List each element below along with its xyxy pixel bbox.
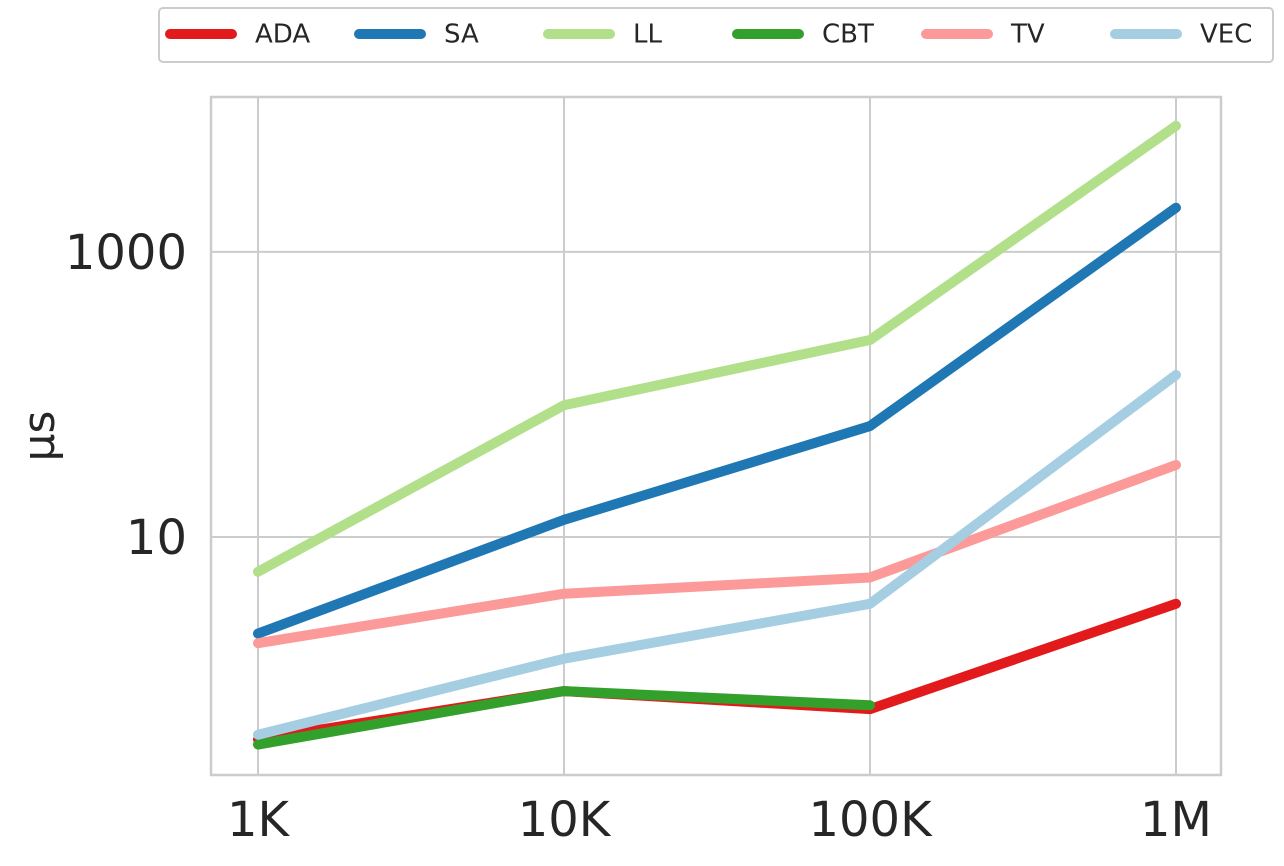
plot-frame bbox=[209, 95, 1223, 777]
line-series bbox=[253, 686, 875, 750]
legend-label: SA bbox=[444, 20, 479, 50]
y-tick-label: 10 bbox=[126, 510, 187, 566]
x-tick-label: 1K bbox=[227, 792, 291, 848]
legend-label: VEC bbox=[1200, 20, 1252, 50]
line-series bbox=[253, 202, 1181, 639]
line-series bbox=[253, 369, 1181, 740]
line-series bbox=[253, 120, 1181, 577]
x-tick-label: 100K bbox=[808, 792, 933, 848]
line-series bbox=[253, 459, 1181, 649]
legend-label: TV bbox=[1010, 20, 1045, 50]
y-tick-label: 1000 bbox=[65, 225, 187, 281]
legend-label: LL bbox=[633, 20, 662, 50]
y-axis-label: μs bbox=[14, 411, 65, 462]
x-tick-label: 10K bbox=[518, 792, 612, 848]
legend-box bbox=[158, 7, 1274, 63]
x-tick-label: 1M bbox=[1140, 792, 1212, 848]
legend-label: CBT bbox=[822, 20, 874, 50]
legend-label: ADA bbox=[255, 20, 310, 50]
